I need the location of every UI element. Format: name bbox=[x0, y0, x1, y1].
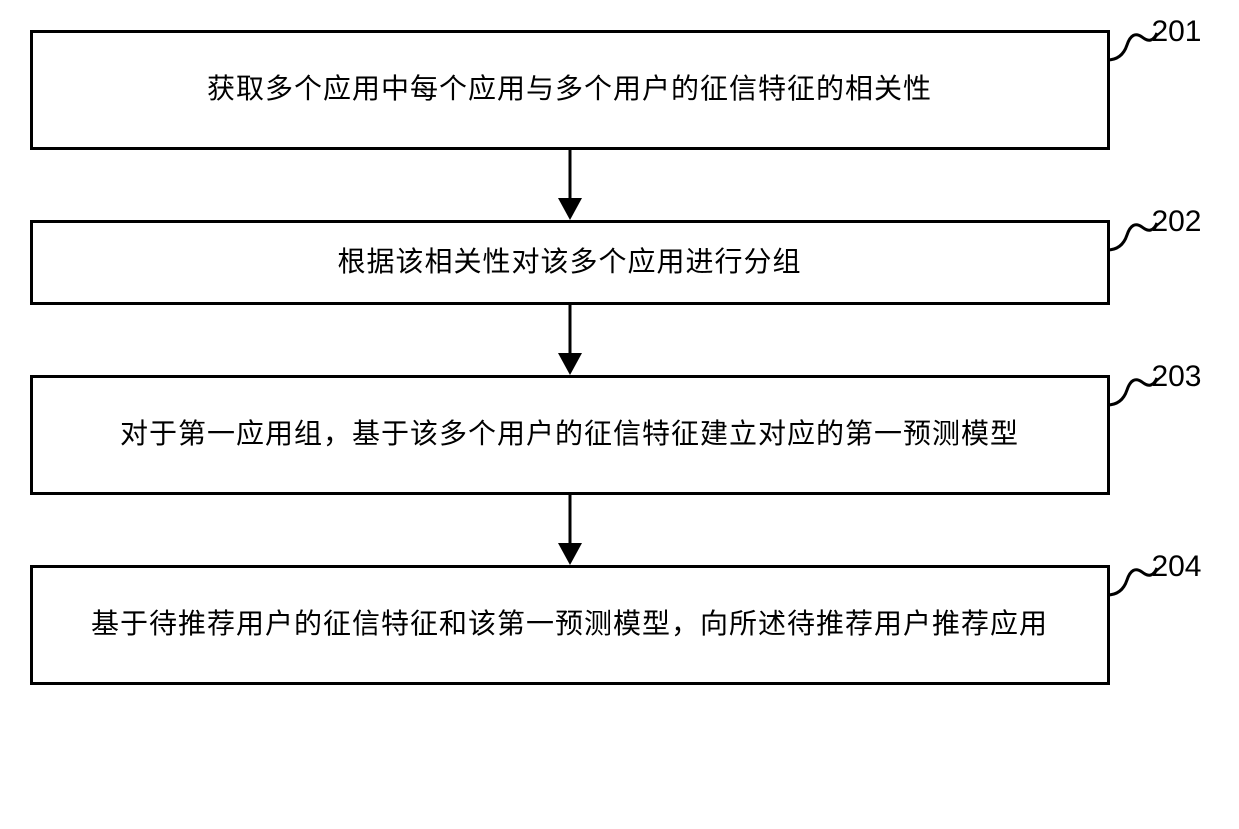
arrow-2 bbox=[550, 305, 590, 375]
arrow-wrapper-2 bbox=[30, 305, 1110, 375]
step-box-204: 204 基于待推荐用户的征信特征和该第一预测模型，向所述待推荐用户推荐应用 bbox=[30, 565, 1110, 685]
arrow-1 bbox=[550, 150, 590, 220]
step-label-202: 202 bbox=[1151, 205, 1201, 239]
step-wrapper-203: 203 对于第一应用组，基于该多个用户的征信特征建立对应的第一预测模型 bbox=[30, 375, 1210, 495]
step-label-203: 203 bbox=[1151, 360, 1201, 394]
step-box-201: 201 获取多个应用中每个应用与多个用户的征信特征的相关性 bbox=[30, 30, 1110, 150]
flowchart-container: 201 获取多个应用中每个应用与多个用户的征信特征的相关性 202 根据该相关性… bbox=[30, 30, 1210, 685]
step-text-201: 获取多个应用中每个应用与多个用户的征信特征的相关性 bbox=[207, 69, 932, 111]
step-label-204: 204 bbox=[1151, 550, 1201, 584]
arrow-wrapper-1 bbox=[30, 150, 1110, 220]
step-wrapper-201: 201 获取多个应用中每个应用与多个用户的征信特征的相关性 bbox=[30, 30, 1210, 150]
step-label-201: 201 bbox=[1151, 15, 1201, 49]
step-text-202: 根据该相关性对该多个应用进行分组 bbox=[337, 242, 801, 284]
step-box-202: 202 根据该相关性对该多个应用进行分组 bbox=[30, 220, 1110, 305]
arrow-wrapper-3 bbox=[30, 495, 1110, 565]
step-box-203: 203 对于第一应用组，基于该多个用户的征信特征建立对应的第一预测模型 bbox=[30, 375, 1110, 495]
step-wrapper-204: 204 基于待推荐用户的征信特征和该第一预测模型，向所述待推荐用户推荐应用 bbox=[30, 565, 1210, 685]
step-wrapper-202: 202 根据该相关性对该多个应用进行分组 bbox=[30, 220, 1210, 305]
step-text-203: 对于第一应用组，基于该多个用户的征信特征建立对应的第一预测模型 bbox=[120, 414, 1019, 456]
step-text-204: 基于待推荐用户的征信特征和该第一预测模型，向所述待推荐用户推荐应用 bbox=[91, 604, 1048, 646]
arrow-3 bbox=[550, 495, 590, 565]
